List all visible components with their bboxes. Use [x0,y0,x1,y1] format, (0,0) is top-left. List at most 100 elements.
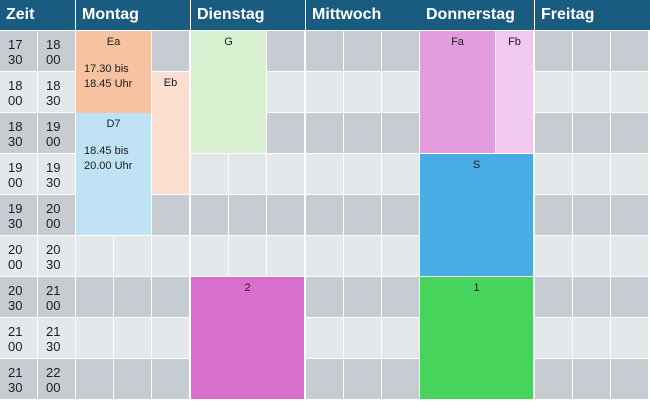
slot-cell[interactable] [611,113,648,153]
slot-cell[interactable] [573,318,610,358]
time-part: 20 [46,201,61,216]
slot-cell[interactable] [382,195,419,235]
slot-cell[interactable] [306,359,343,399]
slot-cell[interactable] [76,277,113,317]
time-end: 18 30 [38,72,75,112]
course-block-fb[interactable]: Fb [496,31,533,153]
slot-cell[interactable] [535,154,572,194]
slot-cell[interactable] [344,154,381,194]
header-day-freitag: Freitag [535,0,650,30]
slot-cell[interactable] [382,31,419,71]
slot-cell[interactable] [267,31,304,71]
slot-cell[interactable] [573,236,610,276]
slot-cell[interactable] [382,236,419,276]
slot-cell[interactable] [191,195,228,235]
slot-cell[interactable] [191,154,228,194]
slot-cell[interactable] [535,277,572,317]
slot-cell[interactable] [229,154,266,194]
slot-cell[interactable] [611,359,648,399]
slot-cell[interactable] [344,359,381,399]
slot-cell[interactable] [535,318,572,358]
course-block-s[interactable]: S [420,154,533,276]
slot-cell[interactable] [229,236,266,276]
slot-cell[interactable] [573,31,610,71]
slot-cell[interactable] [382,113,419,153]
time-start: 17 30 [0,31,37,71]
slot-cell[interactable] [382,277,419,317]
course-block-fa[interactable]: Fa [420,31,495,153]
slot-cell[interactable] [76,318,113,358]
slot-cell[interactable] [535,195,572,235]
course-block-d7[interactable]: D7 18.45 bis 20.00 Uhr [76,113,151,235]
time-part: 19 [46,119,61,134]
slot-cell[interactable] [344,72,381,112]
slot-cell[interactable] [573,359,610,399]
slot-cell[interactable] [114,359,151,399]
slot-cell[interactable] [229,195,266,235]
course-block-1[interactable]: 1 [420,277,533,399]
slot-cell[interactable] [611,154,648,194]
slot-cell[interactable] [344,318,381,358]
slot-cell[interactable] [344,277,381,317]
slot-cell[interactable] [573,154,610,194]
slot-cell[interactable] [306,195,343,235]
slot-cell[interactable] [114,318,151,358]
course-time-note: 17.30 bis 18.45 Uhr [76,48,151,92]
header-day-dienstag: Dienstag [191,0,305,30]
slot-cell[interactable] [152,359,189,399]
slot-cell[interactable] [114,236,151,276]
slot-cell[interactable] [267,72,304,112]
slot-cell[interactable] [611,31,648,71]
slot-cell[interactable] [306,31,343,71]
slot-cell[interactable] [535,113,572,153]
slot-cell[interactable] [152,195,189,235]
slot-cell[interactable] [267,154,304,194]
course-block-g[interactable]: G [191,31,266,153]
slot-cell[interactable] [152,318,189,358]
slot-cell[interactable] [267,113,304,153]
slot-cell[interactable] [344,236,381,276]
slot-cell[interactable] [382,318,419,358]
slot-cell[interactable] [306,236,343,276]
slot-cell[interactable] [306,113,343,153]
slot-cell[interactable] [382,72,419,112]
slot-cell[interactable] [152,31,189,71]
slot-cell[interactable] [114,277,151,317]
slot-cell[interactable] [306,154,343,194]
time-start: 20 30 [0,277,37,317]
slot-cell[interactable] [267,236,304,276]
course-block-eb[interactable]: Eb [152,72,189,194]
slot-cell[interactable] [306,318,343,358]
slot-cell[interactable] [611,72,648,112]
slot-cell[interactable] [76,236,113,276]
slot-cell[interactable] [535,72,572,112]
slot-cell[interactable] [535,31,572,71]
slot-cell[interactable] [152,277,189,317]
slot-cell[interactable] [573,113,610,153]
header-day-montag: Montag [76,0,190,30]
slot-cell[interactable] [344,113,381,153]
time-part: 30 [46,257,61,272]
slot-cell[interactable] [573,277,610,317]
slot-cell[interactable] [535,359,572,399]
slot-cell[interactable] [267,195,304,235]
slot-cell[interactable] [611,195,648,235]
slot-cell[interactable] [573,195,610,235]
slot-cell[interactable] [344,195,381,235]
slot-cell[interactable] [611,318,648,358]
slot-cell[interactable] [611,236,648,276]
slot-cell[interactable] [611,277,648,317]
slot-cell[interactable] [306,72,343,112]
slot-cell[interactable] [382,154,419,194]
slot-cell[interactable] [306,277,343,317]
slot-cell[interactable] [152,236,189,276]
slot-cell[interactable] [573,72,610,112]
time-part: 20 [46,242,61,257]
slot-cell[interactable] [191,236,228,276]
slot-cell[interactable] [382,359,419,399]
course-block-2[interactable]: 2 [191,277,304,399]
time-part: 00 [8,339,23,354]
slot-cell[interactable] [344,31,381,71]
slot-cell[interactable] [535,236,572,276]
slot-cell[interactable] [76,359,113,399]
